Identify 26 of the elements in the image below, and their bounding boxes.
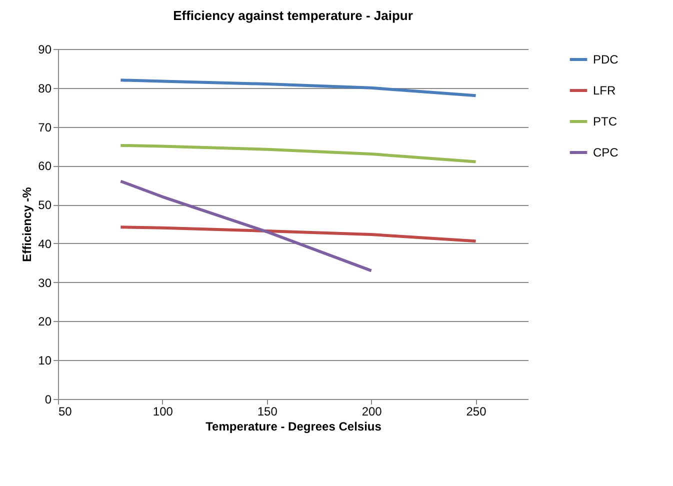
line-series <box>119 144 478 164</box>
chart-title: Efficiency against temperature - Jaipur <box>173 8 413 23</box>
y-tick-label: 80 <box>38 81 52 96</box>
legend-label: PTC <box>593 114 618 128</box>
legend-label: CPC <box>593 146 619 160</box>
x-tick-label: 150 <box>257 404 278 418</box>
y-tick-label: 20 <box>38 314 52 329</box>
x-axis-title: Temperature - Degrees Celsius <box>206 420 382 434</box>
y-tick-label: 30 <box>38 276 52 290</box>
y-tick-label: 50 <box>38 198 52 212</box>
x-tick-label: 200 <box>362 404 382 418</box>
y-axis-title: Efficiency -% <box>20 186 34 262</box>
line-series <box>119 78 478 98</box>
legend-label: PDC <box>593 52 619 66</box>
line-series <box>119 180 373 272</box>
y-tick-label: 70 <box>38 120 52 134</box>
y-tick-label: 40 <box>38 236 52 251</box>
y-tick-label: 90 <box>38 42 52 56</box>
y-tick-label: 60 <box>38 159 52 174</box>
x-tick-label: 50 <box>58 404 72 418</box>
y-tick-label: 0 <box>44 392 52 406</box>
line-series <box>119 226 478 243</box>
x-tick-label: 250 <box>466 404 487 418</box>
x-tick-label: 100 <box>152 404 174 418</box>
y-tick-label: 10 <box>38 354 52 368</box>
legend-label: LFR <box>593 84 616 98</box>
